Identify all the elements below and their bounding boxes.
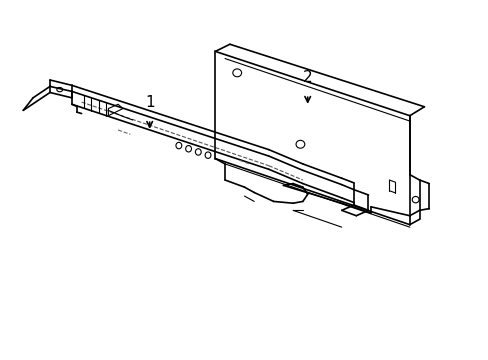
Text: 1: 1 bbox=[144, 95, 154, 111]
Text: 2: 2 bbox=[302, 70, 312, 85]
